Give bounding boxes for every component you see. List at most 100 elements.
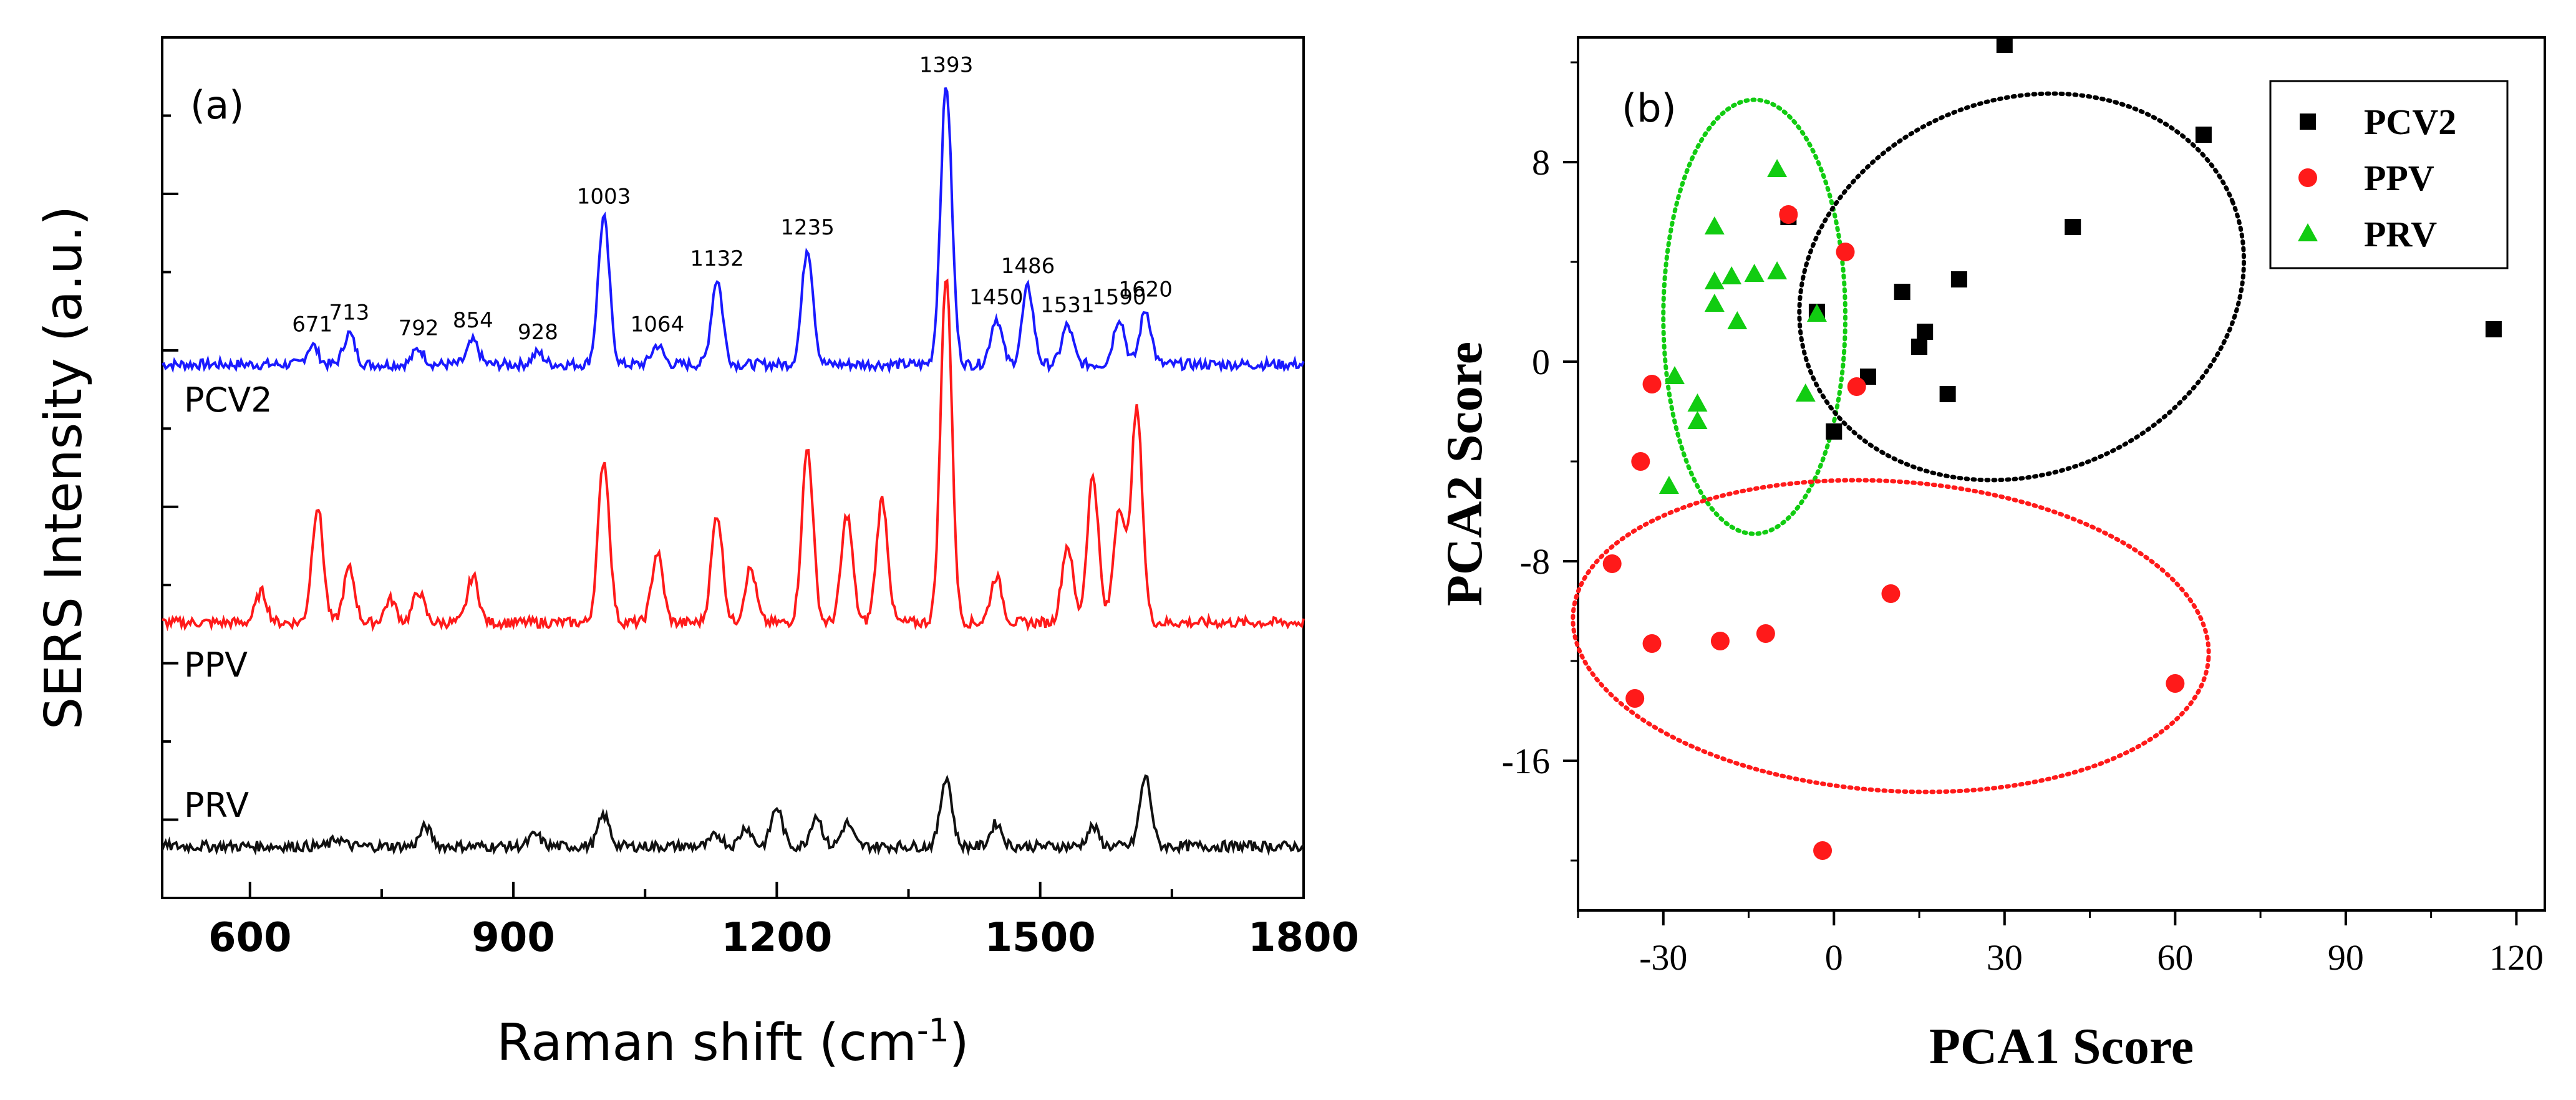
spectrum-line-pcv2 [162,87,1305,375]
ellipse-ppv [1571,478,2211,794]
point-pcv2 [1894,284,1910,300]
point-pcv2 [2195,127,2212,143]
peak-label: 928 [518,320,558,345]
x-tick-label: 1500 [985,915,1096,961]
pca-legend: PCV2 PPV PRV [2269,80,2509,269]
point-prv [1704,294,1725,312]
y-tick-label: 8 [1532,142,1550,183]
peak-label: 1531 [1040,292,1095,317]
point-ppv [1813,841,1833,860]
point-prv [1767,159,1788,177]
point-prv [1658,476,1679,494]
peak-label: 1064 [631,312,685,337]
point-ppv [1710,632,1730,650]
point-ppv [1836,243,1855,261]
series-label-prv: PRV [184,786,249,825]
pca-x-axis-label: PCA1 Score [1929,1018,2194,1074]
peak-label: 1003 [577,184,631,209]
ellipse-prv [1661,97,1848,536]
point-prv [1744,264,1765,282]
legend-label: PCV2 [2364,102,2456,142]
point-prv [1721,266,1742,284]
point-ppv [1779,205,1798,224]
x-tick-label: 60 [2157,937,2193,978]
point-ppv [2166,674,2185,693]
point-pcv2 [1950,271,1967,287]
peak-label: 671 [292,312,332,337]
x-tick-label: 90 [2328,937,2364,978]
point-ppv [1881,584,1901,603]
spectrum-line-prv [161,774,1305,856]
point-pcv2 [1917,324,1934,340]
point-prv [1665,366,1685,384]
pca-ticks: -30 0 30 60 90 120 -16 -8 0 8 [1502,61,2544,978]
x-tick-label: -30 [1639,937,1687,978]
point-prv [1795,384,1816,402]
cluster-ellipses [1571,91,2247,794]
panel-label-a: (a) [190,82,244,128]
x-tick-label: 120 [2489,937,2544,978]
pca-y-axis-label: PCA2 Score [1436,342,1493,606]
legend-marker-prv [2298,223,2318,241]
point-ppv [1642,634,1662,653]
x-tick-label: 0 [1825,937,1843,978]
series-label-pcv2: PCV2 [184,380,273,420]
point-prv [1687,411,1708,429]
spectra-lines [161,87,1305,856]
peak-label: 792 [399,316,439,341]
x-tick-label: 30 [1987,937,2023,978]
point-prv [1704,271,1725,289]
peak-label: 1235 [780,215,835,240]
pca-panel: (b) -30 0 30 60 90 120 -16 -8 0 8 PCV2 PPV PRV PCA1… [1436,36,2546,1074]
peak-label: 1450 [969,285,1024,310]
series-labels: PCV2 PPV PRV [184,380,273,825]
x-tick-label: 1200 [721,915,832,961]
spectra-plot-frame [161,36,1305,899]
series-label-ppv: PPV [184,645,248,685]
point-ppv [1625,689,1645,708]
point-pcv2 [2485,321,2502,337]
point-prv [1767,261,1788,279]
peak-label: 1590 [1092,285,1146,310]
legend-marker-pcv2 [2300,113,2316,130]
spectra-ticks: 600 900 1200 1500 1800 [162,114,1359,961]
point-ppv [1631,452,1650,471]
spectrum-line-ppv [162,278,1305,632]
y-tick-label: 0 [1532,342,1550,382]
peak-label: 1620 [1118,277,1173,302]
y-tick-label: -8 [1520,541,1550,582]
peak-label: 713 [329,301,369,326]
point-ppv [1847,377,1866,396]
peak-label: 1393 [919,52,974,77]
point-prv [1727,311,1748,329]
legend-marker-ppv [2298,168,2317,187]
x-tick-label: 900 [472,915,555,961]
point-pcv2 [1996,37,2013,53]
x-tick-label: 600 [208,915,292,961]
point-ppv [1756,624,1775,643]
y-tick-label: -16 [1502,741,1550,781]
point-ppv [1602,554,1622,573]
point-pcv2 [1939,386,1956,402]
spectra-y-axis-label: SERS Intensity (a.u.) [34,206,94,730]
pca-plot-frame [1577,36,2546,912]
point-prv [1806,304,1827,322]
point-ppv [1642,375,1662,393]
peak-label: 1486 [1001,254,1055,279]
legend-label: PRV [2364,214,2437,254]
point-pcv2 [2065,219,2081,235]
x-tick-label: 1800 [1248,915,1359,961]
spectra-x-axis-label: Raman shift (cm-1) [496,1012,969,1073]
point-prv [1704,216,1725,234]
point-pcv2 [1826,423,1842,440]
legend-label: PPV [2364,158,2434,198]
pca-points [1602,37,2502,860]
point-prv [1687,393,1708,412]
peak-label: 854 [453,308,493,333]
point-pcv2 [1911,339,1928,355]
ellipse-pcv2 [1797,91,2247,483]
